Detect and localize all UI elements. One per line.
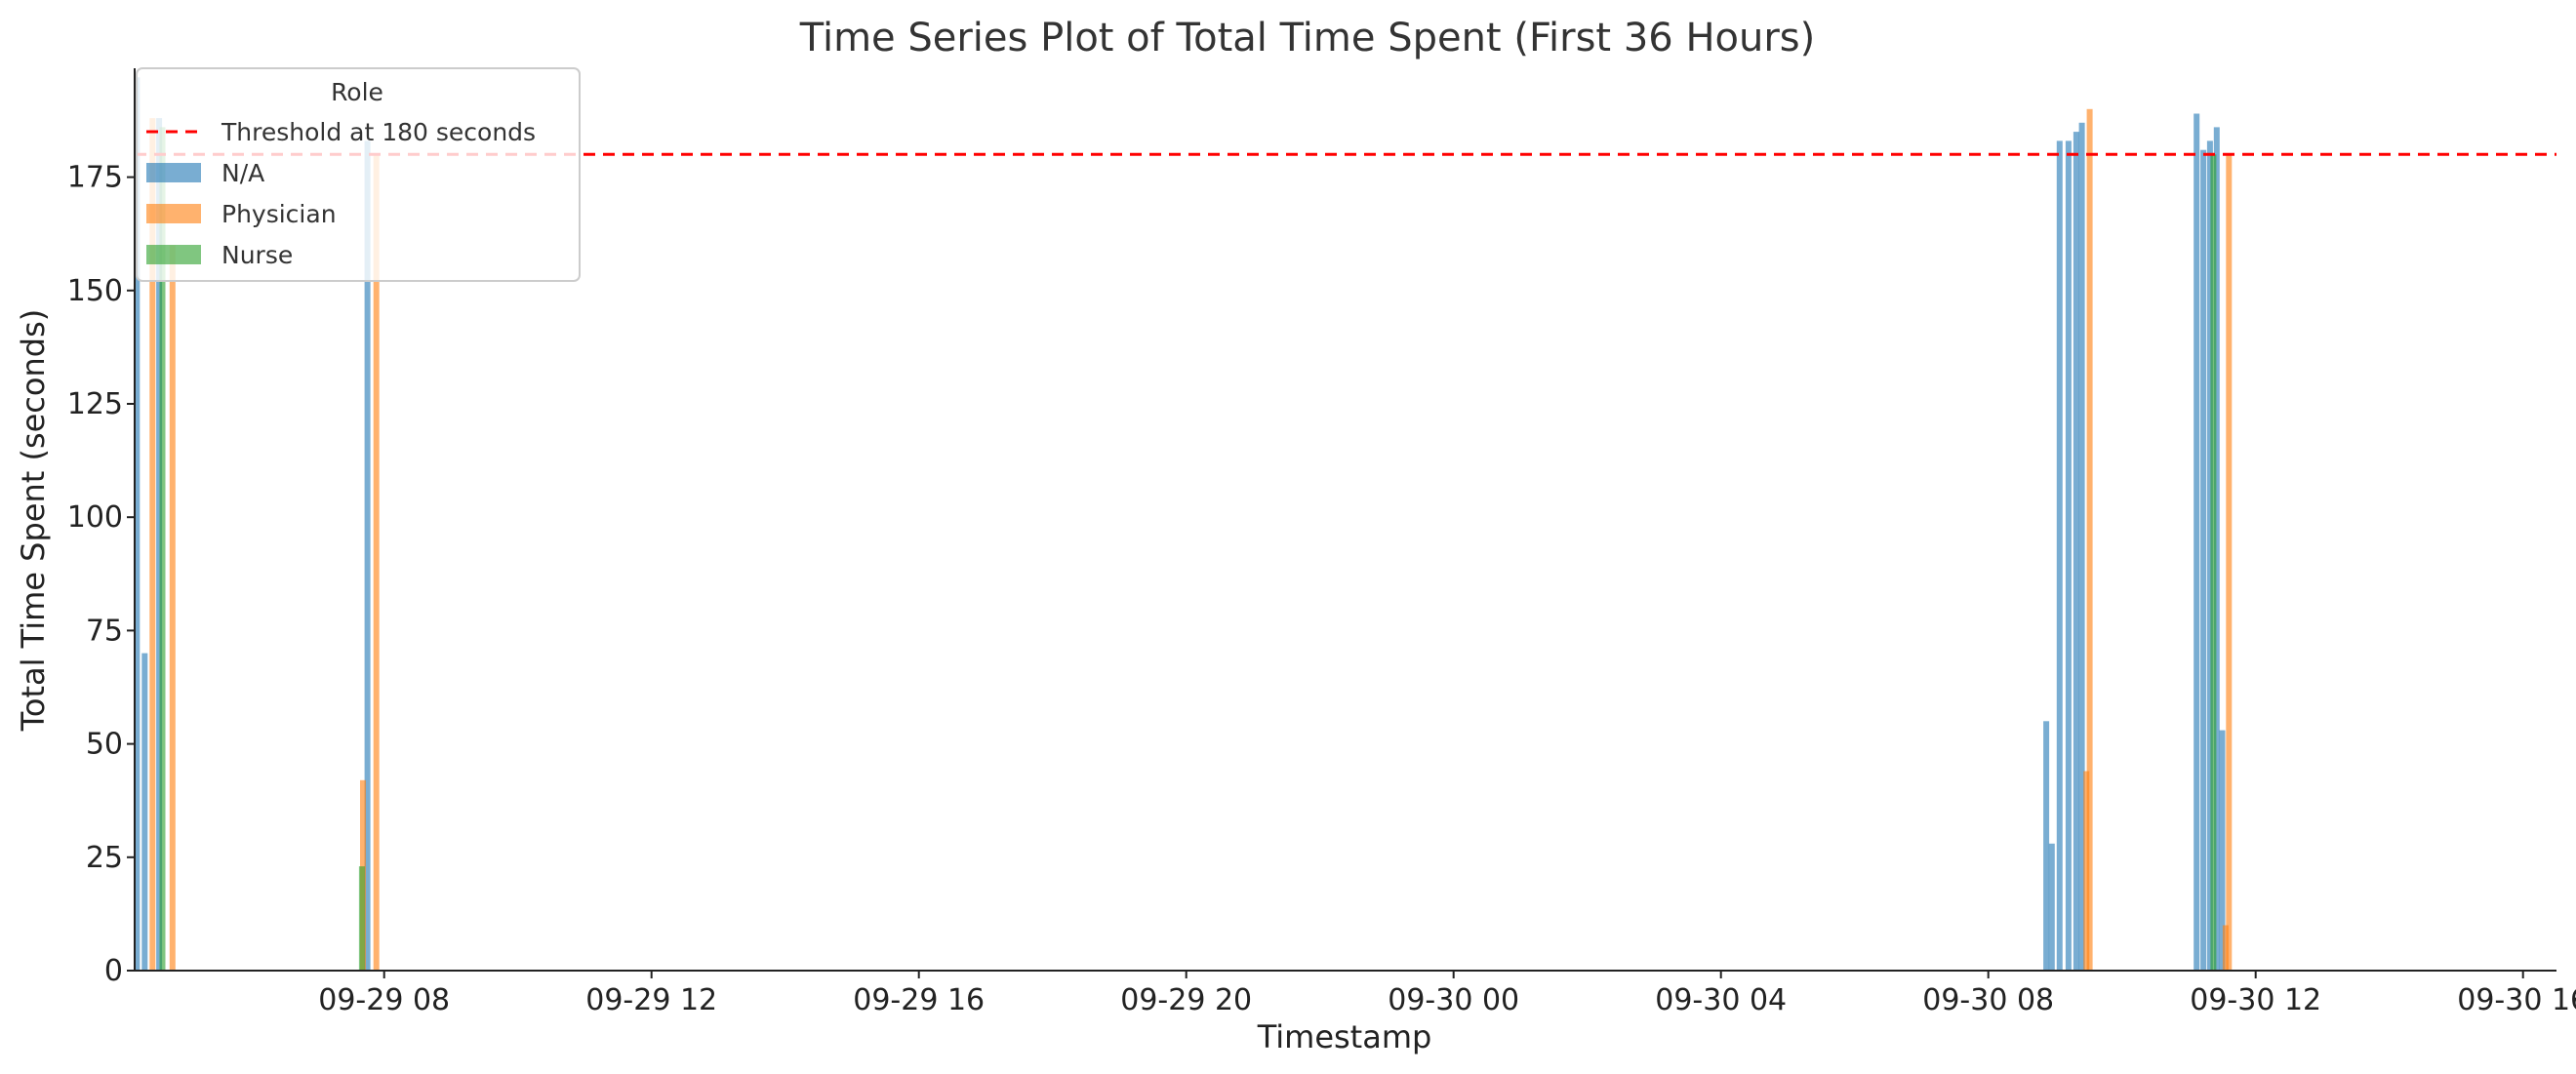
bar-na-14 [2219,730,2226,971]
bar-na-5 [2048,843,2055,971]
legend-swatch-na [146,163,201,182]
y-tick-label: 125 [67,387,123,421]
y-tick-label: 50 [86,728,123,762]
bar-nurse-0 [159,127,166,971]
bar-na-8 [2073,132,2079,972]
y-tick-label: 175 [67,161,123,195]
legend-label-na: N/A [221,159,264,187]
y-tick-label: 100 [67,500,123,535]
legend-threshold-label: Threshold at 180 seconds [221,118,536,146]
bar-physician-7 [2226,154,2233,972]
bar-na-4 [2043,721,2050,971]
legend-label-physician: Physician [221,200,337,228]
x-tick-label: 09-30 12 [2190,983,2321,1017]
y-tick-label: 75 [86,614,123,648]
y-tick-label: 25 [86,841,123,875]
bar-physician-0 [149,118,156,972]
bar-na-0 [134,77,141,972]
x-tick-label: 09-30 04 [1655,983,1787,1017]
x-tick-label: 09-29 12 [585,983,717,1017]
bar-physician-1 [169,245,176,972]
bar-na-3 [364,140,371,971]
y-tick-label: 150 [67,274,123,308]
bar-physician-5 [2086,108,2093,972]
bar-na-10 [2194,113,2200,971]
bar-na-12 [2206,140,2213,971]
bar-layer [134,77,2233,972]
y-axis-title: Total Time Spent (seconds) [15,309,52,732]
bar-na-11 [2200,149,2207,971]
bar-na-9 [2078,122,2085,972]
legend-label-nurse: Nurse [221,241,293,269]
bar-nurse-2 [2210,154,2217,972]
bar-na-13 [2213,127,2220,971]
bar-physician-6 [2222,925,2229,971]
bar-na-2 [156,118,163,972]
bar-nurse-1 [358,866,365,971]
x-axis-ticks: 09-29 08 09-29 12 09-29 16 09-29 20 09-30 00… [318,971,2576,1017]
legend-swatch-physician [146,204,201,223]
legend-box [136,67,581,282]
legend-series-entries: N/A Physician Nurse [146,159,337,269]
bar-na-6 [2056,140,2063,971]
x-tick-label: 09-30 00 [1388,983,1519,1017]
x-tick-label: 09-29 16 [853,983,985,1017]
bar-physician-3 [373,154,380,972]
y-tick-label: 0 [104,954,123,988]
legend: Role Threshold at 180 seconds N/A Physici… [136,67,581,282]
x-tick-label: 09-30 16 [2457,983,2576,1017]
bar-na-7 [2065,140,2072,971]
legend-swatch-nurse [146,245,201,264]
x-tick-label: 09-29 20 [1120,983,1252,1017]
legend-title: Role [331,78,383,106]
y-axis-ticks: 0 25 50 75 100 125 150 175 [67,161,135,988]
x-tick-label: 09-30 08 [1922,983,2054,1017]
x-tick-label: 09-29 08 [318,983,450,1017]
chart-title: Time Series Plot of Total Time Spent (Fi… [799,16,1816,60]
bar-na-1 [141,653,148,971]
bar-physician-4 [2083,771,2090,971]
x-axis-title: Timestamp [1257,1018,1432,1055]
